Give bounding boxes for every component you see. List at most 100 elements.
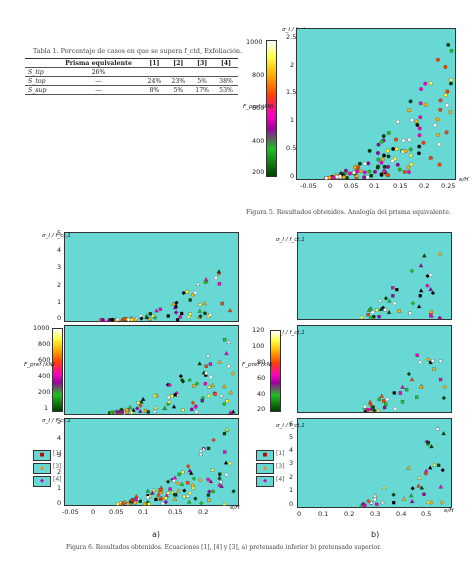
data-point	[150, 313, 156, 318]
data-point	[435, 427, 440, 431]
data-point	[426, 440, 431, 445]
fig6a-cbar-tick: 600	[38, 356, 51, 364]
data-point	[368, 315, 374, 321]
data-point	[438, 98, 443, 103]
fig6b-x-tick: 0.3	[370, 510, 381, 518]
table1-cell: 38%	[214, 76, 238, 86]
data-point	[417, 126, 422, 131]
legend-item-3: ▲	[256, 463, 274, 474]
data-point	[438, 359, 443, 363]
fig6a-points-mid	[107, 338, 236, 416]
data-point	[177, 472, 181, 477]
data-point	[192, 290, 198, 295]
table1-cell: 17%	[190, 85, 215, 95]
data-point	[327, 175, 332, 180]
data-point	[194, 381, 200, 386]
data-point	[437, 251, 443, 257]
data-point	[368, 402, 373, 407]
fig6b-colorbar	[270, 330, 281, 412]
data-point	[159, 495, 164, 500]
data-point	[397, 309, 401, 313]
fig6b-y-tick: 0	[289, 500, 294, 508]
data-point	[372, 493, 378, 498]
data-point	[377, 397, 381, 402]
data-point	[217, 282, 222, 286]
data-point	[324, 176, 329, 180]
data-point	[382, 399, 386, 403]
data-point	[367, 399, 373, 404]
data-point	[433, 123, 437, 128]
data-point	[362, 175, 367, 180]
fig6b-y-tick: 1	[289, 486, 294, 494]
data-point	[166, 399, 172, 404]
data-point	[408, 147, 413, 152]
data-point	[397, 167, 402, 172]
data-point	[142, 501, 147, 506]
data-point	[148, 312, 152, 316]
data-point	[213, 275, 219, 281]
data-point	[425, 273, 430, 279]
fig6a-y-tick: 2	[57, 468, 62, 476]
data-point	[415, 395, 419, 399]
data-point	[154, 308, 159, 313]
fig5-cbar-tick: 800	[252, 71, 265, 79]
data-point	[179, 481, 185, 486]
data-point	[362, 170, 367, 175]
data-point	[406, 371, 412, 377]
data-point	[356, 165, 361, 170]
data-point	[432, 367, 436, 371]
data-point	[383, 296, 389, 301]
data-point	[111, 318, 115, 322]
data-point	[198, 477, 203, 483]
data-point	[392, 406, 398, 411]
data-point	[199, 500, 204, 506]
data-point	[202, 301, 207, 306]
fig5-x-tick: 0.15	[393, 182, 408, 190]
data-point	[422, 253, 427, 258]
fig6a-y-tick: 0	[57, 499, 62, 507]
data-point	[227, 461, 233, 466]
fig6b-x-tick: 0.1	[318, 510, 329, 518]
data-point	[373, 497, 377, 502]
data-point	[416, 483, 421, 488]
data-point	[362, 404, 368, 409]
data-point	[400, 384, 405, 389]
data-point	[430, 290, 436, 296]
data-point	[190, 483, 195, 488]
data-point	[171, 404, 177, 409]
data-point	[180, 311, 184, 316]
fig6b-x-tick: 0.2	[344, 510, 355, 518]
data-point	[152, 393, 158, 398]
data-point	[230, 371, 236, 376]
data-point	[395, 119, 400, 124]
fig6a-y-tick: 3	[57, 451, 62, 459]
table1-cell: 26%	[54, 67, 143, 77]
data-point	[208, 313, 213, 317]
fig6a-cbar-tick: 1000	[33, 324, 50, 332]
data-point	[205, 353, 211, 358]
data-point	[201, 446, 206, 451]
data-point	[375, 308, 379, 312]
table1-row-label: S_top	[25, 76, 55, 86]
fig6b-panel-top	[297, 232, 452, 321]
data-point	[372, 315, 376, 319]
data-point	[158, 488, 162, 492]
data-point	[403, 149, 408, 154]
data-point	[410, 118, 414, 123]
data-point	[126, 317, 131, 322]
data-point	[358, 161, 362, 166]
data-point	[404, 387, 409, 392]
data-point	[385, 148, 390, 153]
data-point	[390, 158, 395, 163]
fig6b-y-tick: 5	[289, 433, 294, 441]
fig6b-x-tick: 0	[297, 510, 302, 518]
fig5-y-tick: 0	[290, 172, 295, 180]
data-point	[361, 503, 367, 508]
data-point	[187, 468, 193, 473]
data-point	[138, 499, 142, 503]
data-point	[375, 408, 381, 413]
data-point	[195, 281, 201, 286]
fig5-x-tick: 0	[328, 182, 333, 190]
fig6b-cbar-tick: 60	[257, 374, 266, 382]
data-point	[162, 405, 167, 410]
